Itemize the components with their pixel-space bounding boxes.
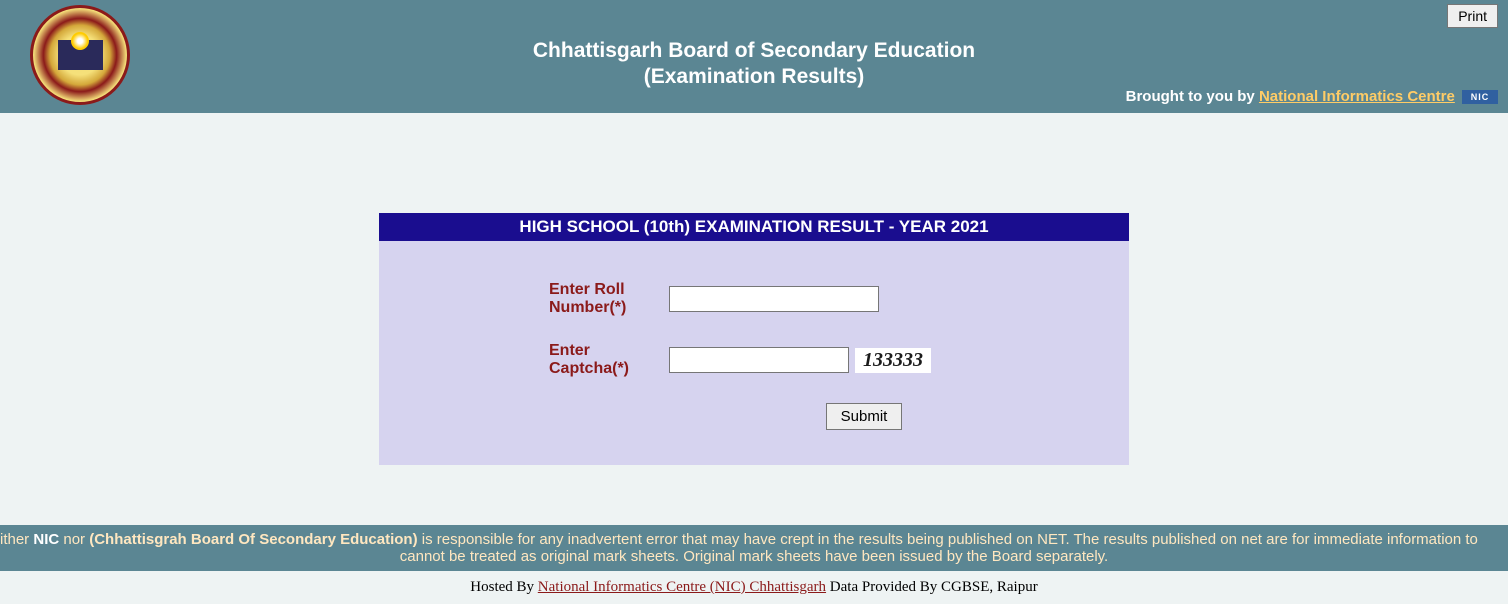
- captcha-display: 133333: [855, 348, 931, 373]
- submit-button[interactable]: Submit: [826, 403, 903, 430]
- roll-number-label: Enter Roll Number(*): [439, 281, 669, 317]
- header-title: Chhattisgarh Board of Secondary Educatio…: [0, 25, 1508, 89]
- result-form-container: HIGH SCHOOL (10th) EXAMINATION RESULT - …: [379, 213, 1129, 465]
- form-body: Enter Roll Number(*) Enter Captcha(*) 13…: [379, 241, 1129, 465]
- print-button[interactable]: Print: [1447, 4, 1498, 28]
- nic-logo-icon: NIC: [1462, 90, 1498, 104]
- logo-inner-icon: [58, 40, 103, 70]
- footer-data-provided: Data Provided By CGBSE, Raipur: [826, 579, 1038, 595]
- marquee-nic: NIC: [33, 531, 59, 548]
- header-title-line2: (Examination Results): [0, 65, 1508, 89]
- form-title: HIGH SCHOOL (10th) EXAMINATION RESULT - …: [379, 213, 1129, 241]
- marquee-line1: ither NIC nor (Chhattisgrah Board Of Sec…: [0, 531, 1508, 548]
- captcha-row: Enter Captcha(*) 133333: [439, 342, 1069, 378]
- captcha-input[interactable]: [669, 347, 849, 373]
- marquee-nor: nor: [59, 531, 89, 548]
- marquee-line2: cannot be treated as original mark sheet…: [0, 548, 1508, 565]
- submit-row: Submit: [439, 403, 1069, 445]
- header-bar: Chhattisgarh Board of Secondary Educatio…: [0, 0, 1508, 113]
- footer-hosted-by: Hosted By: [470, 579, 538, 595]
- disclaimer-marquee: ither NIC nor (Chhattisgrah Board Of Sec…: [0, 525, 1508, 571]
- main-content: HIGH SCHOOL (10th) EXAMINATION RESULT - …: [0, 113, 1508, 525]
- marquee-prefix: ither: [0, 531, 33, 548]
- brought-by-text: Brought to you by National Informatics C…: [1126, 88, 1498, 105]
- roll-number-input[interactable]: [669, 286, 879, 312]
- logo-circle: [30, 5, 130, 105]
- roll-number-row: Enter Roll Number(*): [439, 281, 1069, 317]
- board-logo: [30, 5, 130, 105]
- captcha-label: Enter Captcha(*): [439, 342, 669, 378]
- footer-line: Hosted By National Informatics Centre (N…: [0, 571, 1508, 604]
- marquee-board: (Chhattisgrah Board Of Secondary Educati…: [89, 531, 417, 548]
- header-title-line1: Chhattisgarh Board of Secondary Educatio…: [0, 39, 1508, 63]
- nic-link[interactable]: National Informatics Centre: [1259, 88, 1455, 105]
- brought-by-label: Brought to you by: [1126, 88, 1259, 105]
- footer-nic-link[interactable]: National Informatics Centre (NIC) Chhatt…: [538, 579, 826, 595]
- marquee-rest: is responsible for any inadvertent error…: [418, 531, 1478, 548]
